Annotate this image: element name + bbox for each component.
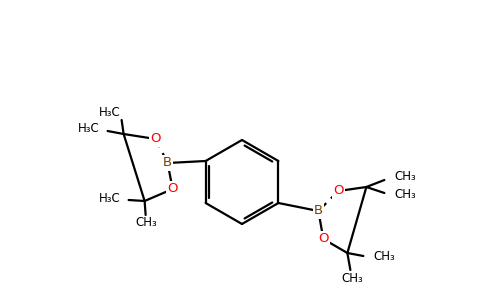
Text: H₃C: H₃C xyxy=(99,193,121,206)
Text: B: B xyxy=(163,157,172,169)
Text: H₃C: H₃C xyxy=(78,122,100,136)
Text: CH₃: CH₃ xyxy=(394,188,416,202)
Text: CH₃: CH₃ xyxy=(373,250,395,263)
Text: O: O xyxy=(318,232,329,245)
Text: O: O xyxy=(151,133,161,146)
Text: H₃C: H₃C xyxy=(99,106,121,118)
Text: B: B xyxy=(314,205,323,218)
Text: O: O xyxy=(333,184,344,197)
Text: O: O xyxy=(167,182,178,196)
Text: CH₃: CH₃ xyxy=(136,217,157,230)
Text: CH₃: CH₃ xyxy=(394,170,416,184)
Text: CH₃: CH₃ xyxy=(342,272,363,286)
